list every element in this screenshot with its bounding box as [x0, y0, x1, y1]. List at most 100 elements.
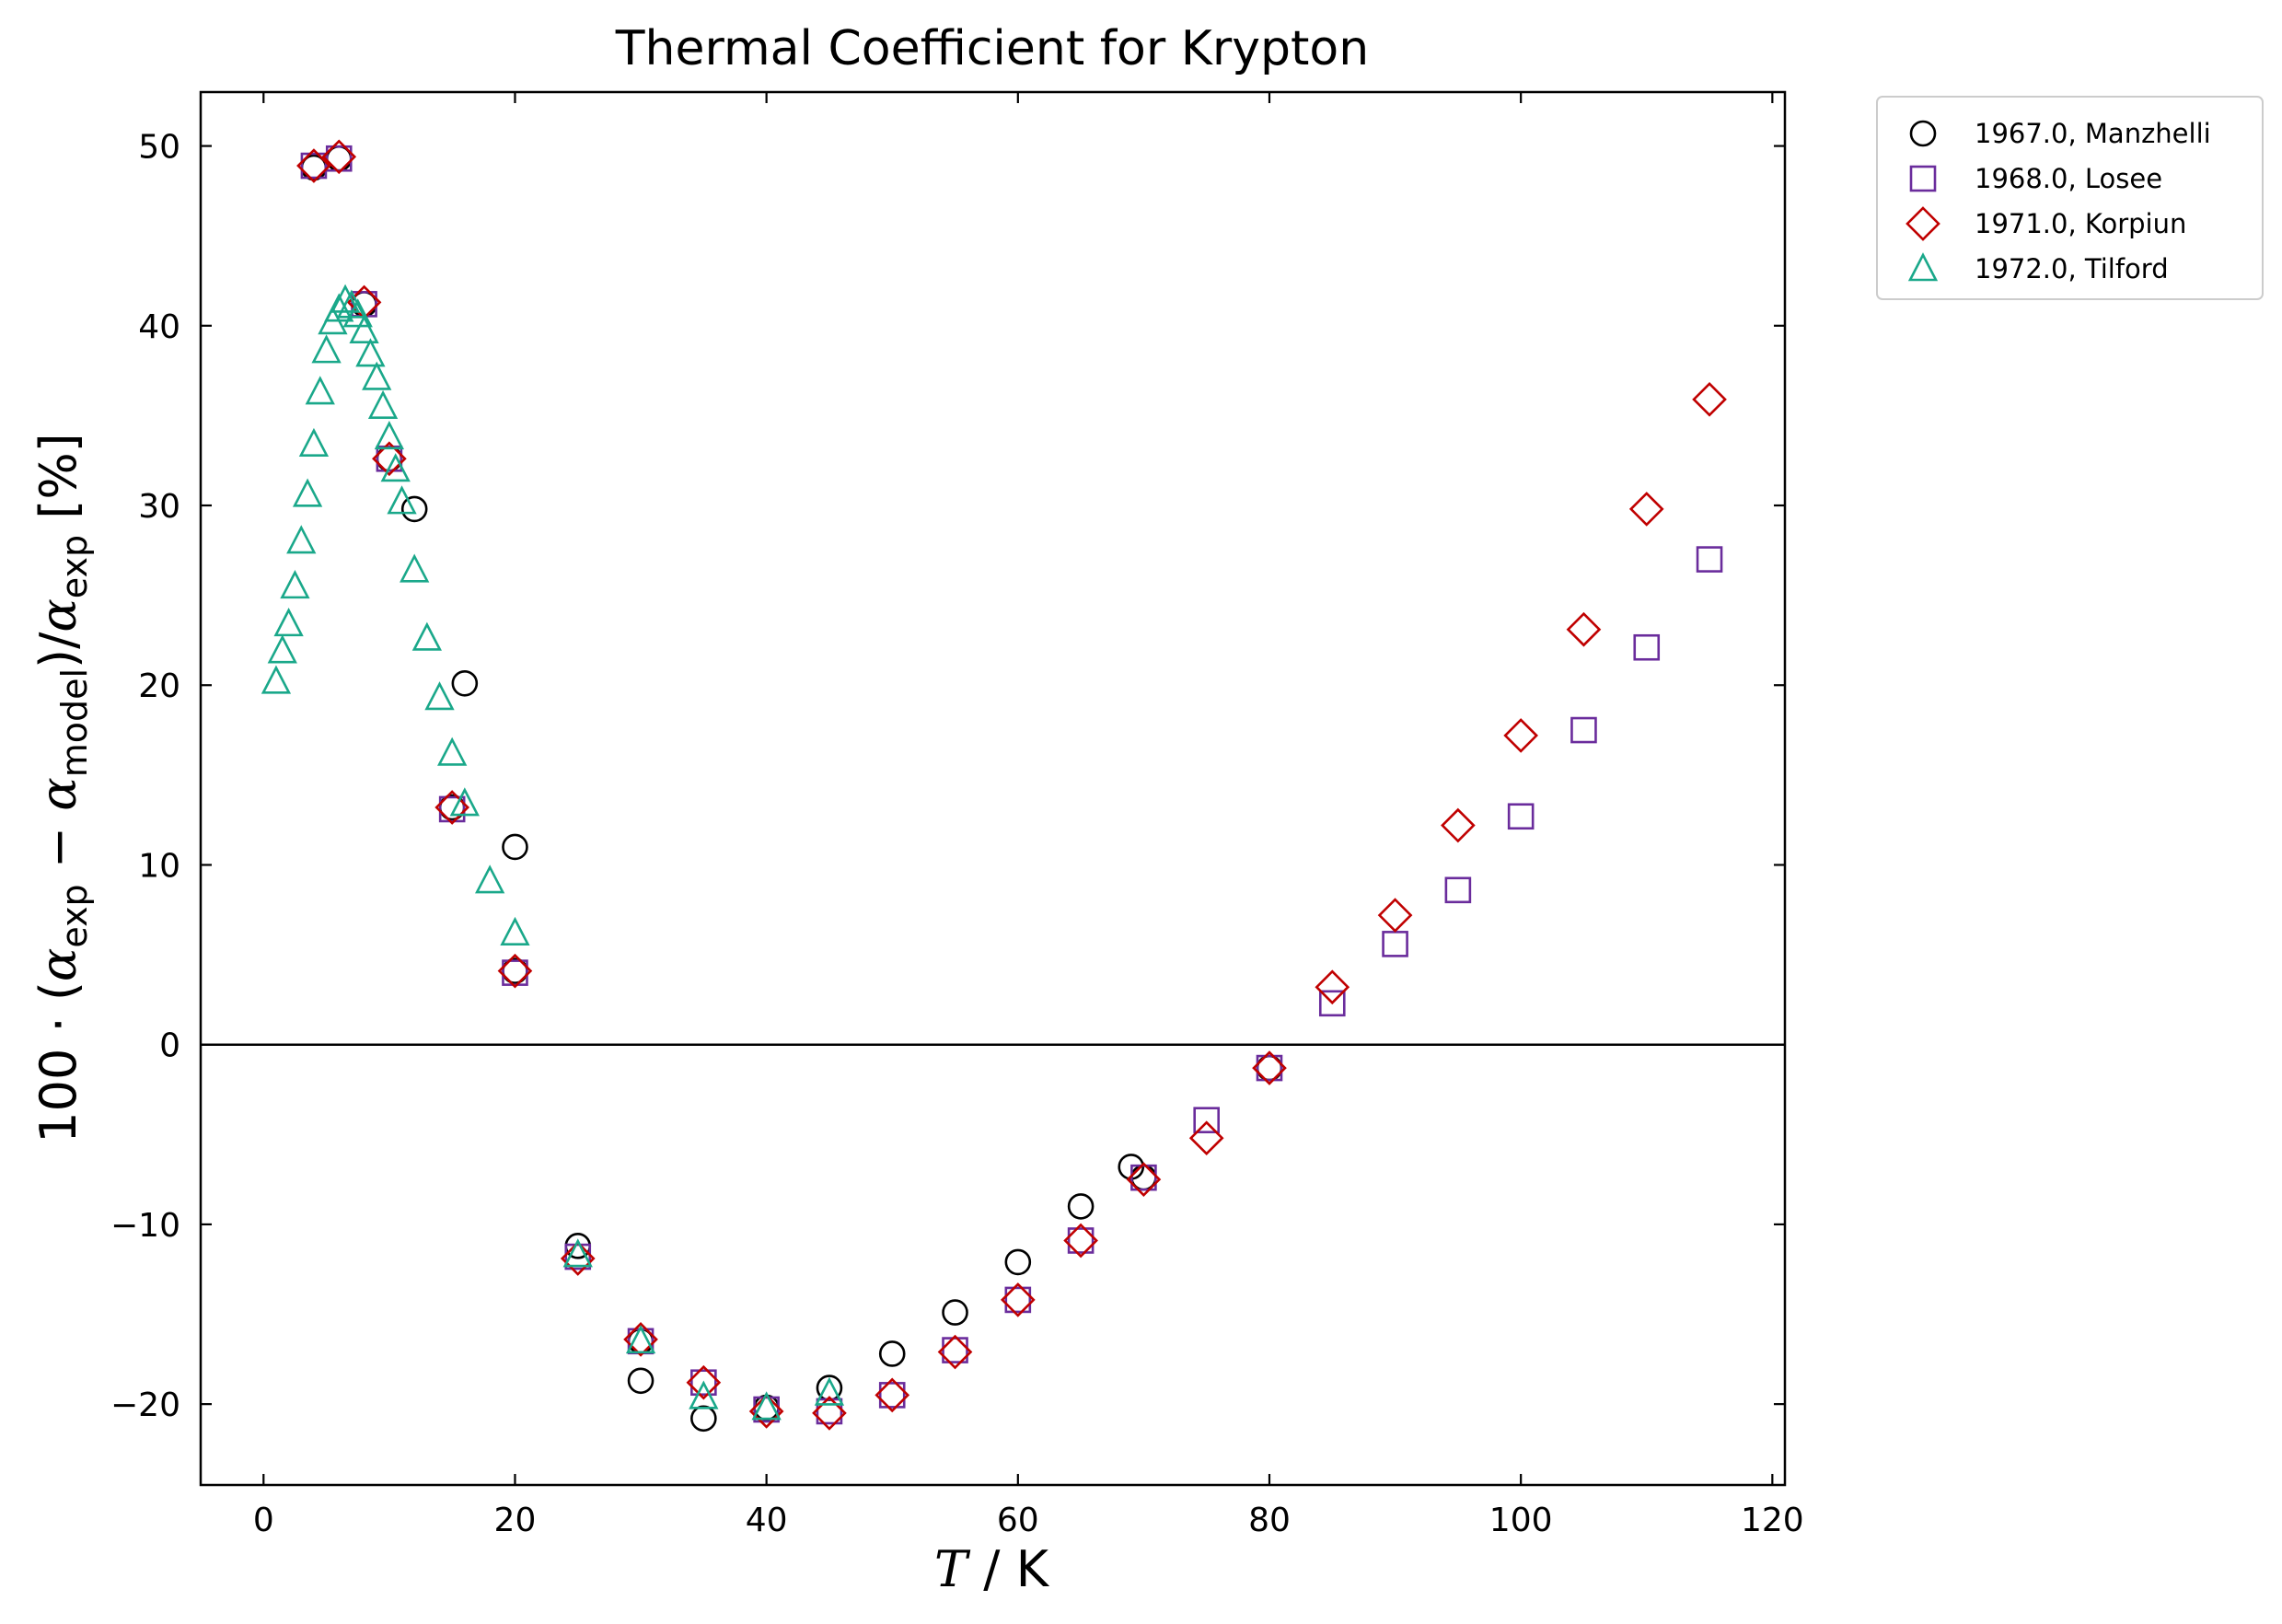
data-point — [1696, 546, 1723, 573]
data-point — [261, 665, 292, 694]
data-point — [812, 1396, 847, 1431]
data-point — [424, 681, 455, 711]
y-tick-label: 40 — [138, 308, 180, 346]
data-point — [1507, 803, 1535, 830]
legend-entry: 1968.0, Losee — [1975, 163, 2162, 194]
data-point — [330, 284, 361, 313]
data-point — [451, 669, 479, 697]
data-point — [497, 953, 533, 989]
svg-text:T / K: T / K — [934, 1540, 1050, 1598]
data-point — [1004, 1286, 1032, 1314]
legend-entry: 1972.0, Tilford — [1975, 253, 2169, 284]
y-axis-ticks: −20 −10 0 10 20 30 40 50 — [110, 129, 1785, 1424]
data-point — [937, 1334, 973, 1370]
data-point — [753, 1396, 780, 1423]
y-tick-label: 10 — [138, 847, 180, 885]
series-circle — [300, 145, 1283, 1433]
series-square — [300, 145, 1723, 1425]
data-point — [286, 525, 317, 554]
x-axis-ticks: 0 20 40 60 80 100 120 — [253, 92, 1804, 1539]
data-point — [1063, 1223, 1098, 1259]
chart-title: Thermal Coefficient for Krypton — [615, 21, 1369, 76]
legend-entry: 1967.0, Manzhelli — [1975, 118, 2211, 149]
y-tick-label: 50 — [138, 129, 180, 167]
data-point — [502, 833, 528, 861]
data-point — [1004, 1248, 1032, 1276]
x-tick-label: 100 — [1489, 1502, 1553, 1539]
x-tick-label: 20 — [494, 1502, 537, 1539]
data-point — [355, 338, 386, 367]
data-point — [1628, 492, 1664, 527]
data-point — [942, 1299, 968, 1326]
data-point — [1444, 876, 1472, 904]
data-point — [438, 795, 466, 823]
data-point — [311, 334, 342, 364]
data-point — [814, 1376, 845, 1406]
data-point — [1315, 969, 1350, 1005]
data-point — [500, 916, 530, 945]
data-point — [689, 1380, 719, 1409]
data-point — [875, 1377, 910, 1413]
data-point — [816, 1398, 843, 1425]
data-point — [267, 634, 297, 664]
x-tick-label: 0 — [253, 1502, 274, 1539]
series-diamond — [296, 139, 1727, 1431]
x-tick-label: 120 — [1741, 1502, 1804, 1539]
data-point — [1126, 1162, 1162, 1197]
data-point — [1566, 611, 1602, 647]
data-point — [296, 148, 331, 183]
data-point — [564, 1243, 592, 1270]
y-tick-label: 30 — [138, 488, 180, 526]
data-point — [1067, 1227, 1095, 1254]
data-point — [434, 790, 470, 825]
data-point — [1193, 1107, 1220, 1133]
data-point — [751, 1391, 782, 1421]
legend-marker — [1906, 206, 1940, 241]
data-point — [411, 621, 442, 651]
x-tick-label: 60 — [997, 1502, 1039, 1539]
data-point — [336, 289, 367, 319]
data-point — [437, 737, 468, 766]
data-point — [562, 1238, 593, 1268]
data-point — [942, 1337, 968, 1363]
data-point — [300, 152, 328, 180]
legend-frame — [1876, 96, 2264, 300]
data-markers — [261, 139, 1727, 1433]
y-axis-label: 100 · (αexp − αmodel)/αexp [%] — [29, 433, 95, 1143]
legend: 1967.0, Manzhelli 1968.0, Losee 1971.0, Ko… — [1876, 96, 2264, 300]
data-point — [380, 453, 411, 482]
data-point — [1382, 931, 1408, 957]
data-point — [362, 361, 392, 390]
data-point — [625, 1324, 656, 1354]
data-point — [342, 298, 373, 328]
data-point — [273, 608, 304, 637]
data-point — [623, 1322, 658, 1357]
data-point — [560, 1241, 596, 1276]
data-point — [627, 1367, 654, 1395]
legend-marker — [1909, 120, 1937, 147]
data-point — [298, 427, 330, 457]
data-point — [1377, 898, 1413, 933]
data-point — [690, 1369, 717, 1397]
y-tick-label: −20 — [110, 1386, 180, 1424]
data-point — [1692, 381, 1727, 417]
y-tick-label: 20 — [138, 667, 180, 705]
x-axis-label: T / K — [934, 1540, 1050, 1598]
data-point — [305, 376, 335, 405]
data-point — [1067, 1193, 1095, 1220]
data-point — [878, 1340, 906, 1367]
data-point — [1000, 1282, 1036, 1317]
data-point — [376, 445, 403, 472]
legend-entry: 1971.0, Korpiun — [1975, 208, 2186, 239]
data-point — [367, 389, 399, 419]
data-point — [292, 478, 323, 507]
data-point — [387, 485, 417, 515]
series-triangle — [261, 284, 845, 1421]
data-point — [325, 145, 353, 172]
data-point — [1256, 1054, 1283, 1082]
data-point — [1503, 718, 1539, 753]
data-point — [1633, 633, 1661, 661]
data-point — [878, 1382, 906, 1409]
data-point — [686, 1364, 722, 1400]
